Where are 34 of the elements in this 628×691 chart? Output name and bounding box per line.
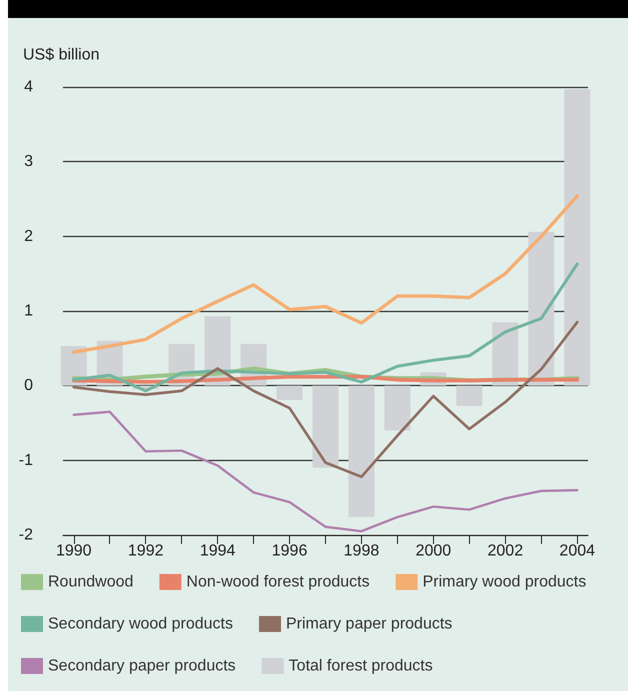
bar xyxy=(384,386,410,430)
line-series xyxy=(72,262,579,392)
bar xyxy=(348,386,374,518)
y-tick-label: 4 xyxy=(24,78,34,96)
bar xyxy=(456,386,482,406)
legend-label: Non-wood forest products xyxy=(186,574,370,590)
y-tick-label: 3 xyxy=(24,153,34,170)
x-tick-label: 1998 xyxy=(344,542,380,560)
legend-label: Total forest products xyxy=(288,658,433,674)
y-tick-label: 0 xyxy=(24,377,34,394)
x-tick-label: 2004 xyxy=(559,542,596,560)
legend-label: Secondary paper products xyxy=(48,658,236,674)
legend-label: Primary paper products xyxy=(286,616,452,632)
bar xyxy=(276,386,303,400)
legend-label: Secondary wood products xyxy=(48,616,233,632)
y-tick-label: 1 xyxy=(24,302,34,320)
line-series xyxy=(72,194,579,354)
y-axis-title: US$ billion xyxy=(23,46,100,64)
legend-label: Primary wood products xyxy=(422,574,586,590)
x-tick-label: 1994 xyxy=(200,542,236,560)
line-series xyxy=(72,410,578,532)
y-tick-label: 2 xyxy=(24,228,34,245)
x-tick-label: 2000 xyxy=(416,542,452,560)
x-tick-label: 1992 xyxy=(128,542,164,560)
line-series xyxy=(72,320,579,478)
x-tick-label: 2002 xyxy=(488,542,524,560)
legend-label: Roundwood xyxy=(48,574,134,590)
x-tick-label: 1990 xyxy=(56,542,92,560)
x-tick-label: 1996 xyxy=(272,542,308,560)
bar xyxy=(564,89,590,386)
y-tick-label: -2 xyxy=(18,526,34,544)
bar xyxy=(528,232,554,386)
y-tick-label: -1 xyxy=(18,452,34,469)
bar xyxy=(312,386,338,468)
